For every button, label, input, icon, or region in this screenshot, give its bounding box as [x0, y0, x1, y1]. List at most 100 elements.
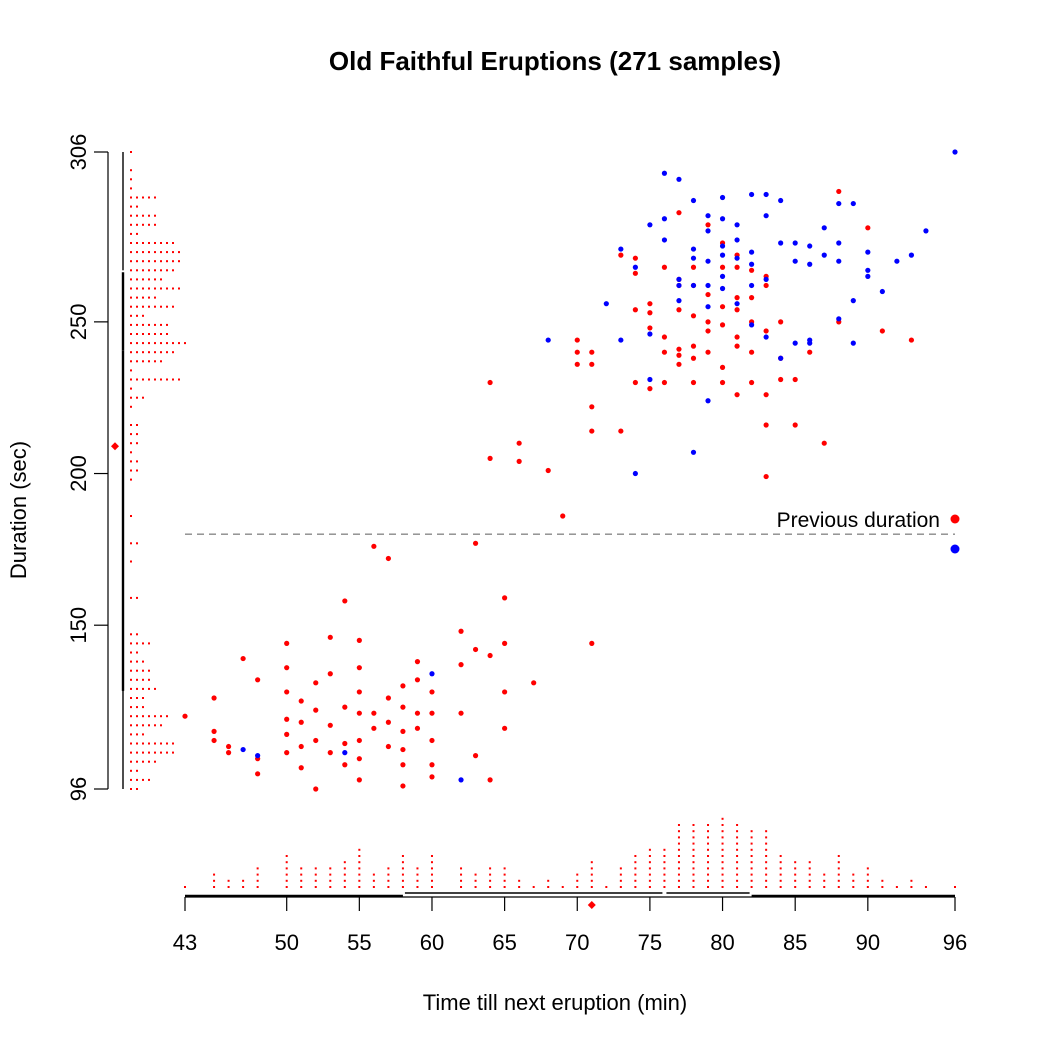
x-rug-dot	[474, 886, 477, 888]
x-rug-dot	[329, 886, 332, 888]
y-rug-dot	[130, 242, 132, 244]
point-blue	[719, 252, 726, 258]
point-red	[574, 337, 580, 343]
y-rug-dot	[172, 305, 174, 308]
y-rug-dot	[166, 287, 168, 290]
x-rug-dot	[314, 879, 317, 882]
x-rug-dot	[707, 861, 710, 864]
y-rug-dot	[136, 214, 138, 217]
point-red	[763, 328, 769, 334]
y-rug-dot	[172, 742, 174, 745]
y-rug-dot	[160, 242, 162, 244]
y-rug-dot	[172, 342, 174, 345]
x-rug-dot	[736, 861, 739, 864]
y-tick-label: 306	[66, 134, 91, 171]
x-rug-dot	[837, 861, 840, 864]
y-rug-dot	[142, 196, 144, 199]
point-red	[719, 322, 726, 328]
x-rug-dot	[663, 855, 666, 857]
x-rug-dot	[401, 873, 404, 876]
point-red	[647, 301, 653, 307]
x-rug-dot	[765, 836, 768, 839]
y-rug-dot	[154, 742, 156, 745]
x-rug-dot	[489, 867, 492, 870]
y-rug-dot	[130, 660, 132, 663]
y-rug-dot	[154, 323, 156, 326]
x-rug-dot	[416, 873, 419, 876]
x-rug-dot	[677, 879, 680, 882]
y-rug-dot	[142, 669, 144, 672]
y-rug-dot	[148, 687, 150, 690]
y-rug-dot	[130, 251, 132, 254]
x-rug-dot	[285, 886, 288, 888]
x-rug-dot	[852, 879, 855, 882]
y-rug-dot	[142, 342, 144, 345]
point-red	[676, 361, 682, 367]
point-blue	[850, 298, 856, 304]
point-blue	[705, 228, 711, 234]
y-rug-dot	[142, 751, 144, 754]
y-rug-dot	[130, 223, 132, 226]
point-blue	[850, 340, 856, 346]
x-rug-dot	[358, 886, 361, 888]
x-rug-dot	[794, 873, 797, 876]
point-red	[647, 386, 653, 392]
x-rug-dot	[518, 886, 521, 888]
chart-title: Old Faithful Eruptions (271 samples)	[329, 46, 781, 76]
point-blue	[894, 258, 900, 264]
x-rug-dot	[721, 886, 724, 888]
point-blue	[661, 170, 668, 176]
point-red	[676, 346, 682, 352]
point-red	[792, 376, 798, 383]
x-rug-dot	[358, 855, 361, 857]
y-rug-dot	[148, 378, 150, 381]
x-rug-dot	[314, 867, 317, 870]
point-blue	[719, 194, 726, 201]
point-red	[356, 737, 362, 744]
x-rug-dot	[430, 879, 433, 882]
point-red	[400, 728, 406, 734]
y-rug-dot	[172, 269, 174, 272]
y-rug-dot	[130, 369, 132, 372]
x-rug-dot	[866, 873, 869, 876]
y-rug-dot	[172, 351, 174, 354]
x-rug-dot	[750, 867, 753, 870]
x-rug-dot	[416, 867, 419, 870]
y-rug-dot	[142, 642, 144, 645]
x-rug-dot	[503, 867, 506, 870]
x-rug-dot	[721, 830, 724, 833]
x-rug-dot	[227, 886, 230, 888]
point-red	[589, 404, 595, 410]
y-rug-dot	[136, 378, 138, 381]
y-rug-dot	[136, 360, 138, 363]
point-blue	[749, 322, 755, 328]
y-rug-dot	[136, 351, 138, 354]
legend: Previous duration	[777, 509, 960, 554]
x-rug-dot	[750, 861, 753, 864]
point-red	[356, 689, 362, 695]
point-red	[749, 349, 755, 355]
point-red	[371, 725, 377, 731]
point-red	[429, 710, 435, 716]
x-rug-dot	[750, 886, 753, 888]
point-red	[545, 467, 551, 474]
x-rug-dot	[590, 861, 593, 864]
y-rug-dot	[130, 669, 132, 672]
y-rug-dot	[172, 751, 174, 754]
x-tick-label: 70	[565, 930, 589, 955]
point-red	[313, 707, 319, 713]
x-rug-dot	[590, 873, 593, 876]
point-red	[400, 746, 406, 753]
y-rug-dot	[136, 260, 138, 263]
y-rug-dot	[130, 278, 132, 281]
point-red	[705, 349, 711, 355]
x-rug-dot	[765, 886, 768, 888]
point-blue	[821, 252, 827, 258]
y-rug-dot	[130, 314, 132, 317]
y-rug-dot	[130, 178, 132, 181]
y-rug-dot	[148, 333, 150, 335]
data-points	[182, 149, 958, 792]
point-red	[414, 659, 421, 665]
x-rug-dot	[619, 886, 622, 888]
y-rug-dot	[142, 715, 144, 718]
